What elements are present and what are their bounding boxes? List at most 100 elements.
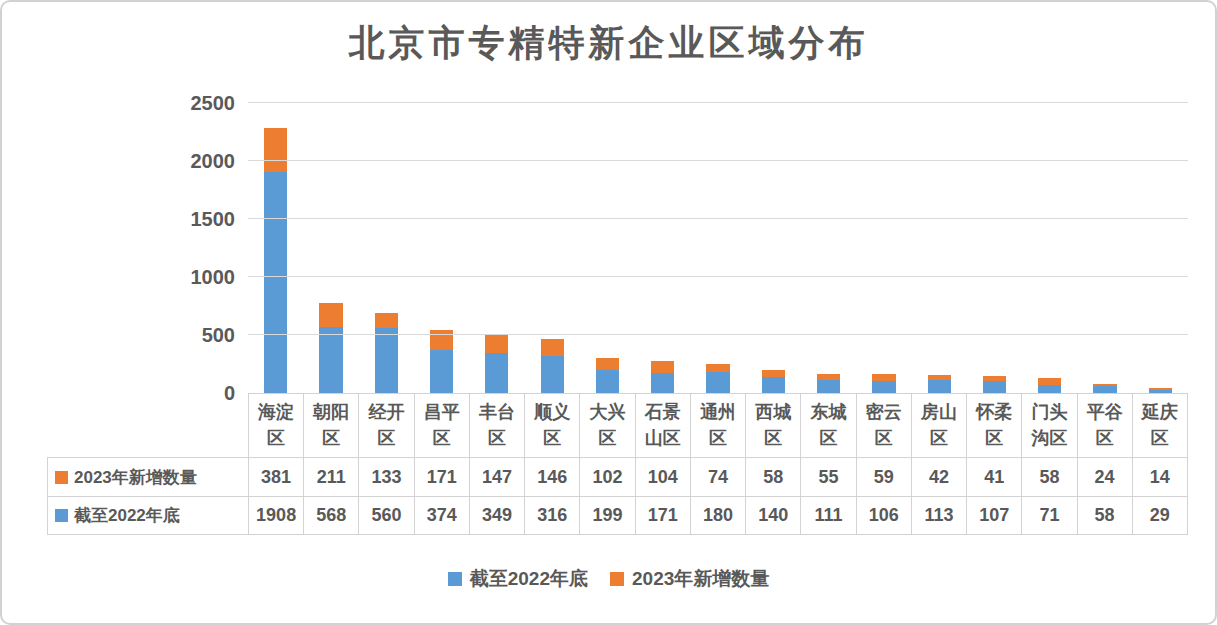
bar-slot: [912, 103, 967, 393]
legend-item: 截至2022年底: [448, 566, 588, 592]
stacked-bar-丰台区: [485, 335, 508, 393]
category-label: 东城区: [800, 393, 855, 457]
bar-slot: [690, 103, 745, 393]
table-value-2023: 41: [966, 457, 1021, 496]
bar-slot: [524, 103, 579, 393]
bar-segment-2023: [375, 313, 398, 328]
table-value-2022: 171: [635, 496, 690, 535]
table-value-2023: 55: [800, 457, 855, 496]
category-label: 怀柔区: [966, 393, 1021, 457]
bar-segment-2023: [596, 358, 619, 370]
table-value-2022: 1908: [248, 496, 303, 535]
category-label: 昌平区: [414, 393, 469, 457]
table-value-2023: 58: [745, 457, 800, 496]
row-header-2023: 2023年新增数量: [47, 457, 248, 496]
category-label: 丰台区: [469, 393, 524, 457]
table-value-2022: 140: [745, 496, 800, 535]
bar-segment-2022: [541, 356, 564, 393]
table-corner-spacer: [47, 393, 248, 457]
y-axis: 05001000150020002500: [47, 103, 248, 393]
gridline: [248, 334, 1188, 335]
legend-item: 2023年新增数量: [610, 566, 769, 592]
table-value-2022: 71: [1021, 496, 1076, 535]
table-value-2023: 102: [579, 457, 634, 496]
bar-segment-2023: [541, 339, 564, 356]
value-cells-2023: 3812111331711471461021047458555942415824…: [248, 457, 1188, 496]
bar-slot: [1077, 103, 1132, 393]
table-value-2022: 107: [966, 496, 1021, 535]
category-label: 朝阳区: [303, 393, 358, 457]
row-header-2022: 截至2022年底: [47, 496, 248, 535]
gridline: [248, 102, 1188, 103]
bar-slot: [580, 103, 635, 393]
table-value-2022: 106: [856, 496, 911, 535]
bar-segment-2022: [706, 372, 729, 393]
bar-slot: [359, 103, 414, 393]
stacked-bar-昌平区: [430, 330, 453, 393]
table-value-2023: 58: [1021, 457, 1076, 496]
bar-slot: [801, 103, 856, 393]
bar-slot: [967, 103, 1022, 393]
bar-segment-2022: [264, 172, 287, 393]
table-value-2023: 14: [1132, 457, 1188, 496]
row-header-2022-label: 截至2022年底: [74, 504, 180, 527]
stacked-bar-大兴区: [596, 358, 619, 393]
bar-segment-2022: [1038, 385, 1061, 393]
category-label: 密云区: [856, 393, 911, 457]
legend-key-orange-icon: [55, 471, 68, 484]
stacked-bar-石景山区: [651, 361, 674, 393]
bar-segment-2022: [1093, 386, 1116, 393]
bar-slot: [1133, 103, 1188, 393]
stacked-bar-朝阳区: [319, 303, 342, 393]
table-value-2022: 58: [1077, 496, 1132, 535]
table-value-2023: 171: [414, 457, 469, 496]
table-value-2022: 113: [911, 496, 966, 535]
table-value-2023: 381: [248, 457, 303, 496]
bar-slot: [414, 103, 469, 393]
stacked-bar-东城区: [817, 374, 840, 393]
bar-segment-2022: [485, 353, 508, 393]
stacked-bar-西城区: [762, 370, 785, 393]
stacked-bar-门头沟区: [1038, 378, 1061, 393]
bar-segment-2023: [430, 330, 453, 350]
bar-segment-2022: [762, 377, 785, 393]
bar-slot: [856, 103, 911, 393]
y-tick-label: 2000: [191, 150, 236, 172]
stacked-bar-通州区: [706, 364, 729, 393]
table-value-2022: 316: [524, 496, 579, 535]
bar-segment-2023: [872, 374, 895, 381]
chart-frame: 北京市专精特新企业区域分布 05001000150020002500 海淀区朝阳…: [0, 0, 1217, 625]
stacked-bar-海淀区: [264, 128, 287, 394]
category-label: 房山区: [911, 393, 966, 457]
bar-slot: [469, 103, 524, 393]
bar-segment-2022: [651, 373, 674, 393]
bar-slot: [746, 103, 801, 393]
table-value-2023: 24: [1077, 457, 1132, 496]
bar-segment-2023: [762, 370, 785, 377]
gridline: [248, 160, 1188, 161]
table-value-2022: 349: [469, 496, 524, 535]
bar-slot: [303, 103, 358, 393]
bar-segment-2022: [375, 328, 398, 393]
category-label: 大兴区: [579, 393, 634, 457]
data-table: 海淀区朝阳区经开区昌平区丰台区顺义区大兴区石景山区通州区西城区东城区密云区房山区…: [47, 393, 1188, 535]
y-tick-label: 2500: [191, 92, 236, 114]
table-value-2023: 147: [469, 457, 524, 496]
category-label: 门头沟区: [1021, 393, 1076, 457]
value-cells-2022: 1908568560374349316199171180140111106113…: [248, 496, 1188, 535]
y-tick-label: 0: [224, 382, 235, 404]
table-value-2023: 42: [911, 457, 966, 496]
chart-title: 北京市专精特新企业区域分布: [2, 20, 1215, 66]
bar-slot: [248, 103, 303, 393]
table-value-2022: 374: [414, 496, 469, 535]
bar-segment-2022: [596, 370, 619, 393]
table-value-2023: 133: [358, 457, 413, 496]
bar-segment-2023: [706, 364, 729, 373]
row-header-2023-label: 2023年新增数量: [74, 466, 197, 489]
table-value-2023: 104: [635, 457, 690, 496]
table-value-2023: 59: [856, 457, 911, 496]
category-label: 通州区: [690, 393, 745, 457]
stacked-bar-房山区: [928, 375, 951, 393]
category-row: 海淀区朝阳区经开区昌平区丰台区顺义区大兴区石景山区通州区西城区东城区密云区房山区…: [47, 393, 1188, 457]
category-label: 顺义区: [524, 393, 579, 457]
